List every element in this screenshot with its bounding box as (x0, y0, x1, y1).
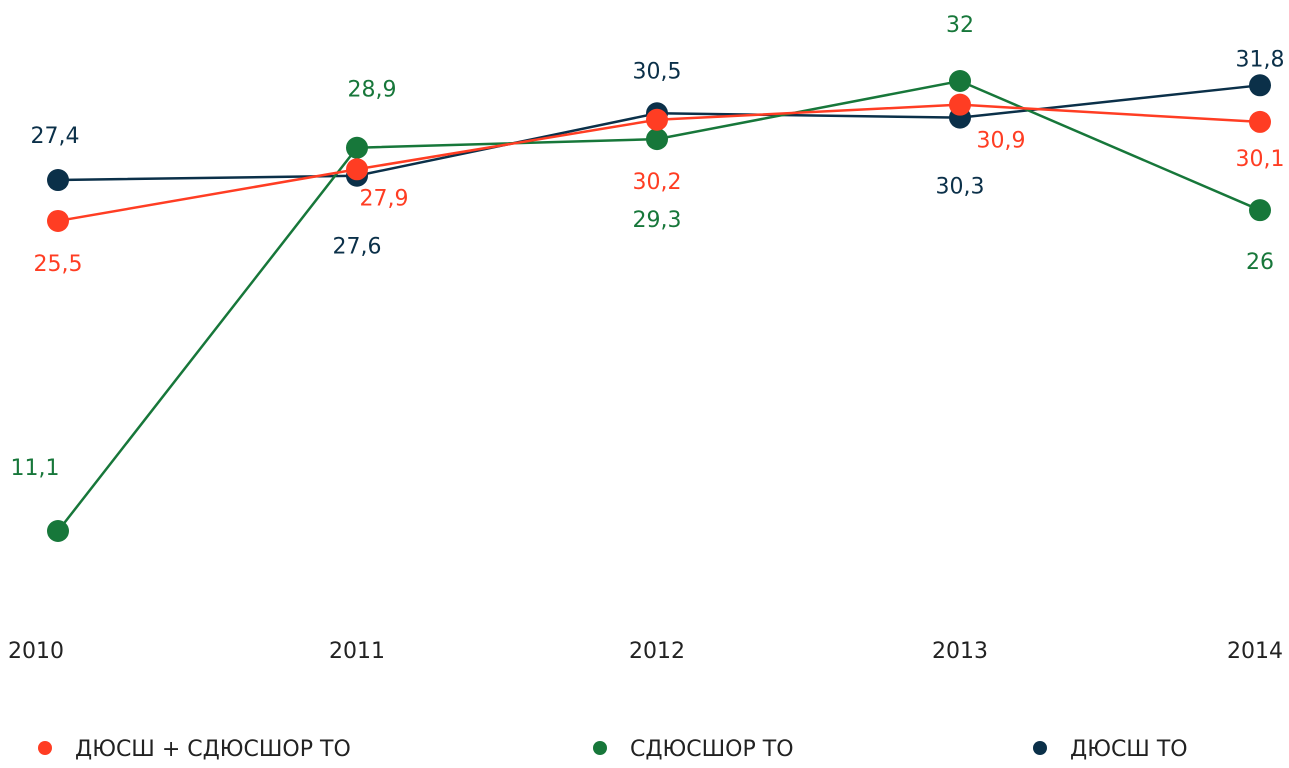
legend-marker (38, 741, 52, 755)
data-label: 30,3 (936, 175, 985, 200)
point (1249, 74, 1271, 97)
data-label: 30,9 (977, 129, 1026, 154)
data-label: 11,1 (11, 456, 60, 481)
point (1249, 199, 1271, 222)
point (1249, 110, 1271, 133)
point (646, 128, 668, 151)
data-label: 27,6 (333, 235, 382, 260)
point (646, 108, 668, 131)
point (346, 158, 368, 181)
legend-marker (1033, 741, 1047, 755)
data-label: 30,5 (633, 59, 682, 84)
x-tick-label: 2012 (629, 639, 685, 664)
legend-label: ДЮСШ + СДЮСШОР ТО (75, 737, 351, 762)
data-label: 28,9 (348, 78, 397, 103)
data-label: 27,9 (360, 186, 409, 211)
data-label: 29,3 (633, 208, 682, 233)
legend-label: СДЮСШОР ТО (630, 737, 794, 762)
legend-label: ДЮСШ ТО (1070, 737, 1188, 762)
point (346, 136, 368, 159)
point (949, 93, 971, 116)
data-label: 31,8 (1236, 47, 1285, 72)
point (47, 520, 69, 542)
x-tick-label: 2011 (329, 639, 385, 664)
data-label: 26 (1246, 250, 1274, 275)
point (949, 70, 971, 92)
data-label: 30,1 (1236, 147, 1285, 172)
point (47, 209, 69, 232)
data-label: 32 (946, 13, 974, 38)
point (47, 169, 69, 192)
x-tick-label: 2013 (932, 639, 988, 664)
data-label: 25,5 (34, 252, 83, 277)
legend-marker (593, 741, 607, 755)
x-tick-label: 2014 (1227, 639, 1283, 664)
x-tick-label: 2010 (8, 639, 64, 664)
data-label: 30,2 (633, 170, 682, 195)
data-label: 27,4 (31, 124, 80, 149)
